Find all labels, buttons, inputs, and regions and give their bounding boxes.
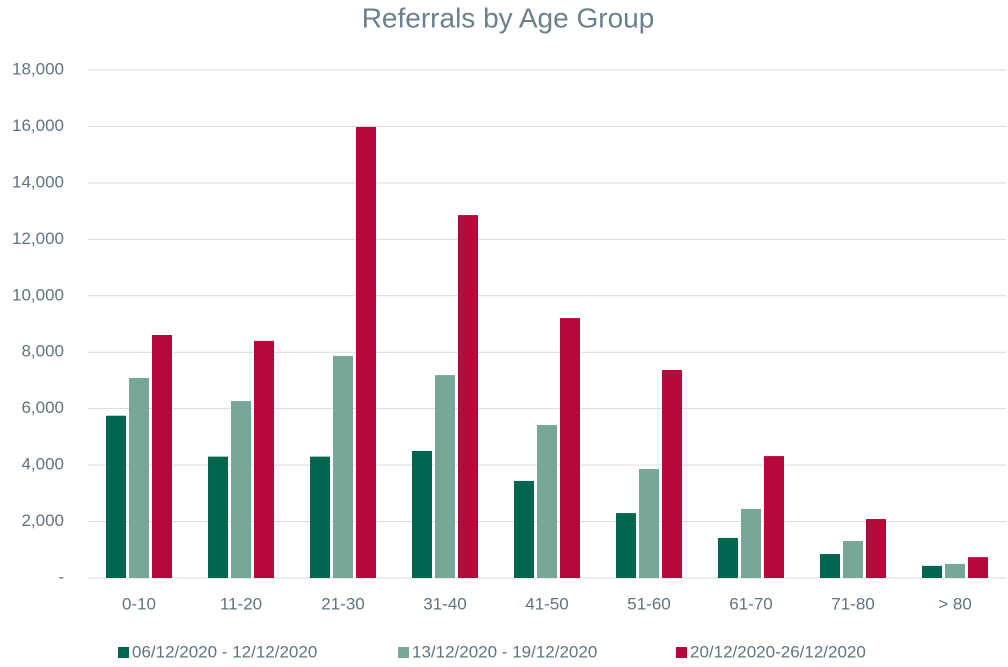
x-tick-label: 0-10: [122, 594, 156, 613]
x-tick-label: > 80: [938, 594, 972, 613]
x-tick-label: 61-70: [729, 594, 772, 613]
bar: [458, 215, 478, 578]
bar: [843, 541, 863, 578]
y-tick-label: 10,000: [12, 285, 64, 304]
bar: [639, 469, 659, 578]
x-tick-label: 11-20: [220, 594, 262, 613]
bar: [231, 401, 251, 578]
bar: [741, 508, 761, 578]
legend-label: 06/12/2020 - 12/12/2020: [132, 642, 317, 661]
y-tick-label: 4,000: [21, 455, 64, 474]
bar: [537, 425, 557, 578]
bar: [129, 377, 149, 578]
y-tick-label: 8,000: [21, 342, 64, 361]
bar: [310, 456, 330, 578]
y-tick-label: 12,000: [12, 229, 64, 248]
y-tick-label: 14,000: [12, 172, 64, 191]
bar: [718, 537, 738, 578]
x-tick-label: 31-40: [423, 594, 466, 613]
bar: [254, 340, 274, 578]
x-tick-label: 21-30: [321, 594, 364, 613]
y-tick-label: -: [58, 567, 64, 586]
bar: [106, 415, 126, 578]
bar: [514, 480, 534, 578]
x-tick-label: 71-80: [831, 594, 874, 613]
bar: [152, 335, 172, 578]
legend-swatch: [118, 647, 129, 658]
bar: [412, 451, 432, 578]
bar: [968, 557, 988, 578]
y-tick-label: 2,000: [21, 511, 64, 530]
bar: [356, 127, 376, 579]
bar: [820, 554, 840, 578]
chart-title: Referrals by Age Group: [362, 2, 655, 33]
bar: [435, 375, 455, 578]
bar: [560, 318, 580, 578]
legend-swatch: [398, 647, 409, 658]
x-tick-label: 51-60: [627, 594, 670, 613]
bar: [333, 355, 353, 578]
legend-swatch: [676, 647, 687, 658]
y-tick-label: 16,000: [12, 116, 64, 135]
bar: [866, 519, 886, 578]
bar: [922, 565, 942, 578]
y-tick-label: 18,000: [12, 59, 64, 78]
x-tick-label: 41-50: [525, 594, 568, 613]
bar: [208, 456, 228, 578]
legend-label: 13/12/2020 - 19/12/2020: [412, 642, 597, 661]
legend-label: 20/12/2020-26/12/2020: [690, 642, 866, 661]
bar: [945, 563, 965, 578]
bar: [662, 370, 682, 578]
y-tick-label: 6,000: [21, 398, 64, 417]
bar: [764, 456, 784, 578]
bar: [616, 513, 636, 578]
